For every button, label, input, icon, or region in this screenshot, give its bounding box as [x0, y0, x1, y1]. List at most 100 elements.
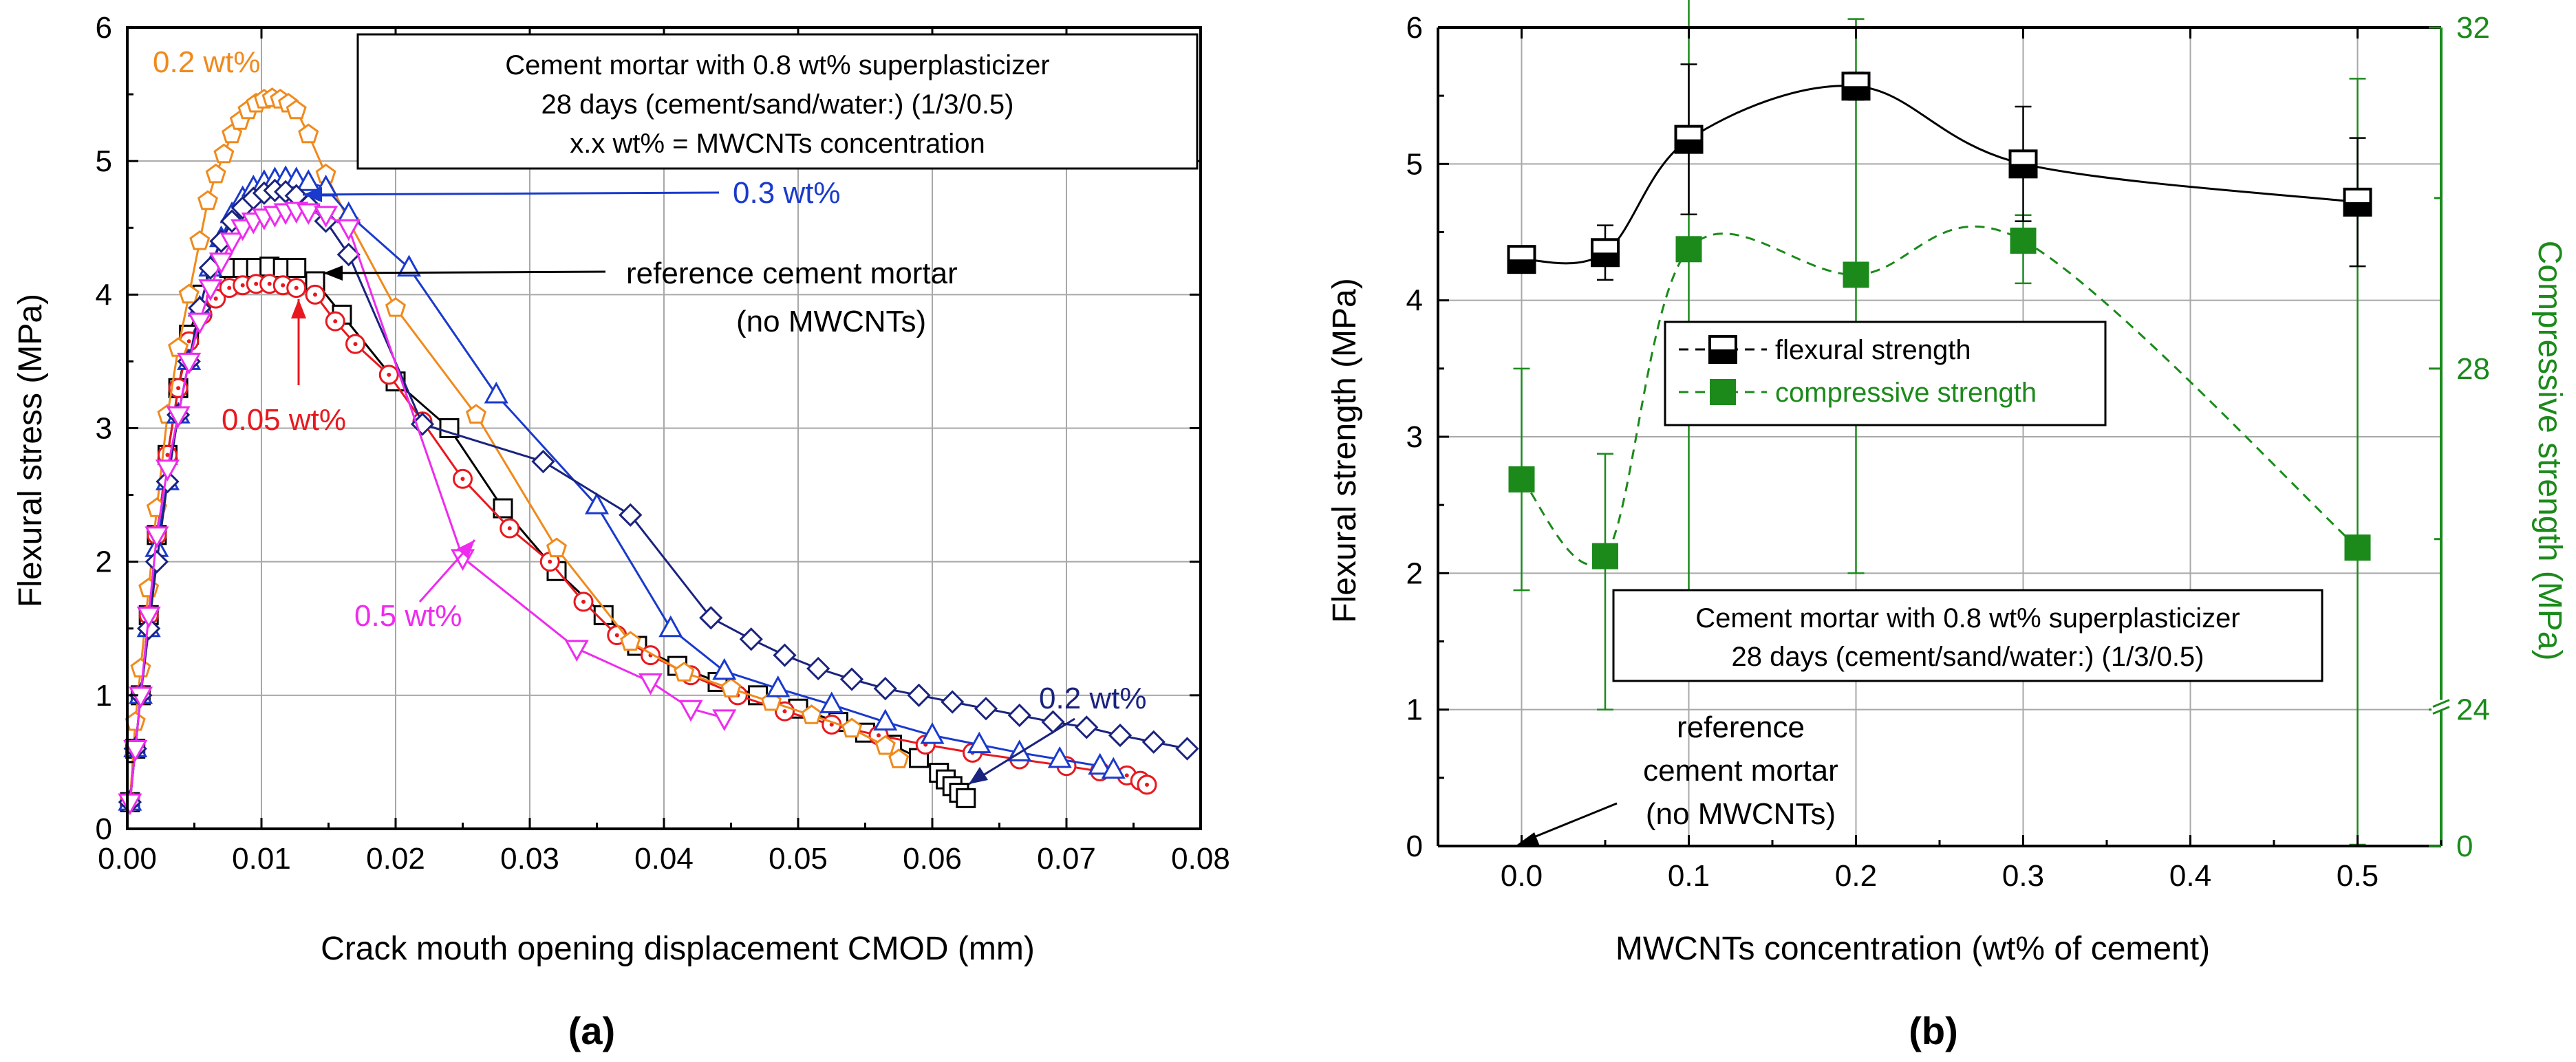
data-point-diamond: [144, 550, 169, 574]
panel-b-y-tick-label: 0: [1406, 830, 1423, 863]
panel-a-x-tick-label: 0.01: [232, 842, 291, 876]
panel-a-x-tick-label: 0.03: [500, 842, 559, 876]
marker-center-dot: [782, 709, 787, 714]
data-point-pentagon: [286, 99, 307, 120]
marker-center-dot: [281, 283, 286, 288]
panel-a-x-tick-label: 0.07: [1037, 842, 1096, 876]
legend-compressive-marker: [1679, 379, 1767, 405]
series-0-05-wt-: [120, 274, 1157, 812]
flexural-data-point-fill: [2010, 164, 2037, 177]
data-point-pentagon: [841, 717, 863, 738]
panel-a-info-line-2: 28 days (cement/sand/water:) (1/3/0.5): [541, 89, 1014, 120]
panel-a-y-tick-label: 2: [96, 545, 112, 579]
panel-b-x-tick-label: 0.5: [2337, 859, 2379, 893]
data-point-triangle-up: [584, 492, 610, 514]
panel-a-x-axis-label: Crack mouth opening displacement CMOD (m…: [321, 931, 1035, 967]
panel-b-y-axis-label: Flexural strength (MPa): [1327, 278, 1363, 623]
panel-b-y-tick-label: 6: [1406, 11, 1423, 45]
annotation-0.2-wt-orange: 0.2 wt%: [153, 45, 261, 79]
data-point-diamond: [336, 242, 361, 267]
data-point-triangle-down: [155, 459, 180, 481]
data-point-square: [956, 788, 976, 808]
data-point-diamond: [806, 656, 830, 681]
flexural-data-point-fill: [1592, 252, 1618, 266]
flexural-data-point-fill: [1675, 139, 1702, 153]
panel-b-y-tick-label: 2: [1406, 556, 1423, 590]
marker-center-dot: [1145, 782, 1149, 787]
data-point-pentagon: [620, 631, 641, 651]
panel-b-y-tick-label: 1: [1406, 693, 1423, 727]
panel-b-info-line-2: 28 days (cement/sand/water:) (1/3/0.5): [1732, 642, 2204, 672]
panel-a-x-tick-label: 0.04: [634, 842, 694, 876]
panel-b-right-tick-label: 32: [2456, 11, 2490, 45]
data-point-triangle-up: [819, 691, 844, 713]
data-point-diamond: [739, 627, 763, 651]
panel-a-series: [118, 87, 1199, 816]
panel-a-info-box: [356, 33, 1199, 170]
marker-center-dot: [333, 319, 338, 324]
data-point-triangle-up: [1047, 746, 1072, 768]
panel-a-y-tick-label: 4: [96, 278, 112, 312]
compressive-data-point: [1508, 466, 1535, 492]
data-point-triangle-down: [187, 312, 212, 335]
flexural-fit-curve: [1521, 85, 2358, 265]
data-point-pentagon: [720, 678, 742, 697]
data-point-triangle-down: [296, 203, 321, 226]
marker-center-dot: [254, 281, 259, 286]
marker-center-dot: [877, 733, 881, 738]
panel-b-x-tick-label: 0.4: [2169, 859, 2211, 893]
legend-compressive-label: compressive strength: [1775, 378, 2037, 408]
data-point-pentagon: [205, 163, 226, 184]
annotation-no-mwcnts: (no MWCNTs): [736, 305, 926, 338]
panel-a-y-axis-label: Flexural stress (MPa): [12, 294, 49, 607]
data-point-triangle-down: [136, 606, 161, 629]
series-0-5-wt-: [118, 202, 737, 816]
panel-b-grid: [1438, 27, 2441, 847]
data-point-triangle-down: [123, 740, 148, 762]
data-point-triangle-down: [144, 526, 169, 548]
data-point-triangle-up: [873, 708, 898, 731]
annotation-0.05-wt: 0.05 wt%: [222, 403, 346, 437]
marker-center-dot: [186, 339, 191, 344]
panel-b: 0.0 0.1 0.2 0.3 0.4 0.5 0 1 2 3 4 5 6 0 24 28 32 flexura…: [1327, 0, 2568, 1052]
panel-a-x-tick-label: 0.06: [903, 842, 962, 876]
data-point-diamond: [531, 449, 555, 474]
marker-center-dot: [176, 386, 181, 391]
data-point-triangle-up: [712, 658, 737, 680]
data-point-diamond: [839, 667, 864, 691]
data-point-triangle-down: [219, 232, 244, 254]
marker-center-dot: [313, 292, 317, 297]
panel-a-x-tick-label: 0.05: [769, 842, 828, 876]
compressive-data-point: [1843, 261, 1869, 288]
data-point-diamond: [773, 643, 797, 667]
flexural-data-point-fill: [1843, 86, 1869, 100]
marker-center-dot: [165, 453, 170, 457]
data-point-diamond: [1075, 715, 1099, 739]
axis-break-mark: [2432, 706, 2450, 715]
panel-b-ticks: 0.0 0.1 0.2 0.3 0.4 0.5 0 1 2 3 4 5 6 0 24 28 32: [1406, 11, 2490, 893]
compressive-data-point: [1592, 543, 1618, 570]
panel-b-legend: [1664, 321, 2107, 426]
data-point-diamond: [941, 690, 965, 714]
panel-a-y-tick-label: 5: [96, 144, 112, 178]
data-point-pentagon: [130, 658, 151, 678]
panel-b-x-tick-label: 0.0: [1501, 859, 1543, 893]
panel-b-series: [1507, 0, 2372, 846]
marker-center-dot: [1124, 773, 1129, 778]
marker-center-dot: [829, 722, 834, 727]
data-point-pentagon: [465, 404, 487, 424]
panel-b-x-tick-label: 0.3: [2002, 859, 2044, 893]
data-point-triangle-down: [336, 219, 361, 241]
panel-a-y-tick-label: 3: [96, 412, 112, 446]
panel-b-right-tick-label: 24: [2456, 693, 2490, 727]
panel-a-y-tick-label: 6: [96, 11, 112, 45]
data-point-triangle-down: [128, 686, 153, 708]
panel-b-annotation-no-mwcnts: (no MWCNTs): [1646, 797, 1836, 831]
panel-a-label: (a): [568, 1009, 615, 1052]
panel-b-x-axis-label: MWCNTs concentration (wt% of cement): [1616, 931, 2210, 967]
data-point-triangle-down: [314, 206, 339, 228]
marker-center-dot: [460, 477, 465, 481]
panel-b-info-box: [1612, 589, 2323, 682]
panel-b-right-tick-label: 0: [2456, 830, 2473, 863]
panel-b-reference-arrow: [1517, 802, 1618, 846]
